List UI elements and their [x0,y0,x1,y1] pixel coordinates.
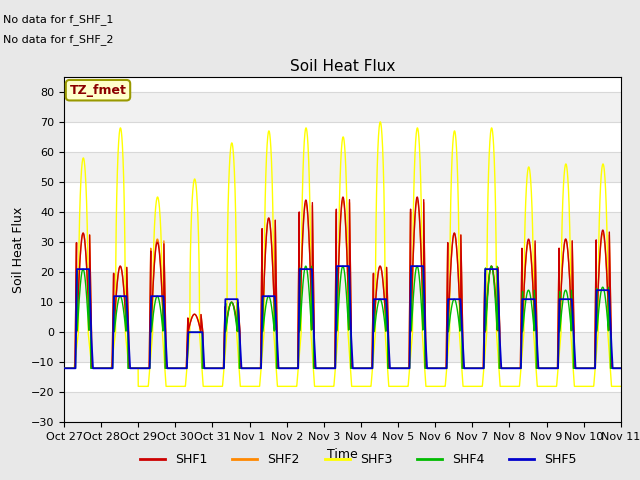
SHF5 [436,365,444,371]
SHF3 [60,365,68,371]
Bar [64,152,621,182]
SHF1 [616,365,624,371]
SHF5 [617,365,625,371]
SHF3 [322,384,330,389]
SHF3 [467,384,475,389]
SHF3 [499,384,507,389]
SHF5 [60,365,68,371]
SHF4 [436,365,444,371]
Line: SHF1: SHF1 [64,197,621,368]
SHF4 [499,365,507,371]
SHF4 [302,263,310,269]
SHF4 [160,311,168,317]
Bar [64,212,621,242]
SHF2 [617,365,625,371]
Text: No data for f_SHF_1: No data for f_SHF_1 [3,14,113,25]
Text: No data for f_SHF_2: No data for f_SHF_2 [3,34,114,45]
SHF3 [376,119,384,125]
SHF1 [339,194,347,200]
SHF4 [616,365,624,371]
SHF3 [617,384,625,389]
SHF3 [616,384,624,389]
Line: SHF4: SHF4 [64,266,621,368]
SHF1 [436,365,444,371]
SHF4 [467,365,475,371]
SHF2 [322,365,330,371]
SHF1 [60,365,68,371]
SHF1 [160,247,168,253]
Bar [64,332,621,362]
SHF1 [467,365,475,371]
SHF2 [60,365,68,371]
SHF5 [499,365,507,371]
SHF2 [467,365,475,371]
SHF1 [499,365,507,371]
Bar [64,92,621,122]
SHF3 [436,384,444,389]
Y-axis label: Soil Heat Flux: Soil Heat Flux [12,206,25,293]
SHF2 [499,365,507,371]
SHF2 [616,365,624,371]
SHF3 [160,355,168,361]
Line: SHF5: SHF5 [64,266,621,368]
Text: TZ_fmet: TZ_fmet [70,84,127,96]
SHF5 [616,365,624,371]
Legend: SHF1, SHF2, SHF3, SHF4, SHF5: SHF1, SHF2, SHF3, SHF4, SHF5 [135,448,582,471]
SHF4 [617,365,625,371]
Title: Soil Heat Flux: Soil Heat Flux [290,59,395,74]
SHF2 [160,244,168,250]
SHF5 [333,263,340,269]
SHF2 [339,197,347,203]
SHF5 [467,365,475,371]
SHF3 [134,384,142,389]
SHF4 [60,365,68,371]
Line: SHF2: SHF2 [64,200,621,368]
SHF1 [322,365,330,371]
SHF2 [436,365,444,371]
SHF4 [322,365,330,371]
SHF5 [160,304,168,310]
Line: SHF3: SHF3 [64,122,621,386]
SHF5 [322,365,330,371]
SHF1 [617,365,625,371]
Bar [64,392,621,422]
X-axis label: Time: Time [327,448,358,461]
Bar [64,272,621,302]
